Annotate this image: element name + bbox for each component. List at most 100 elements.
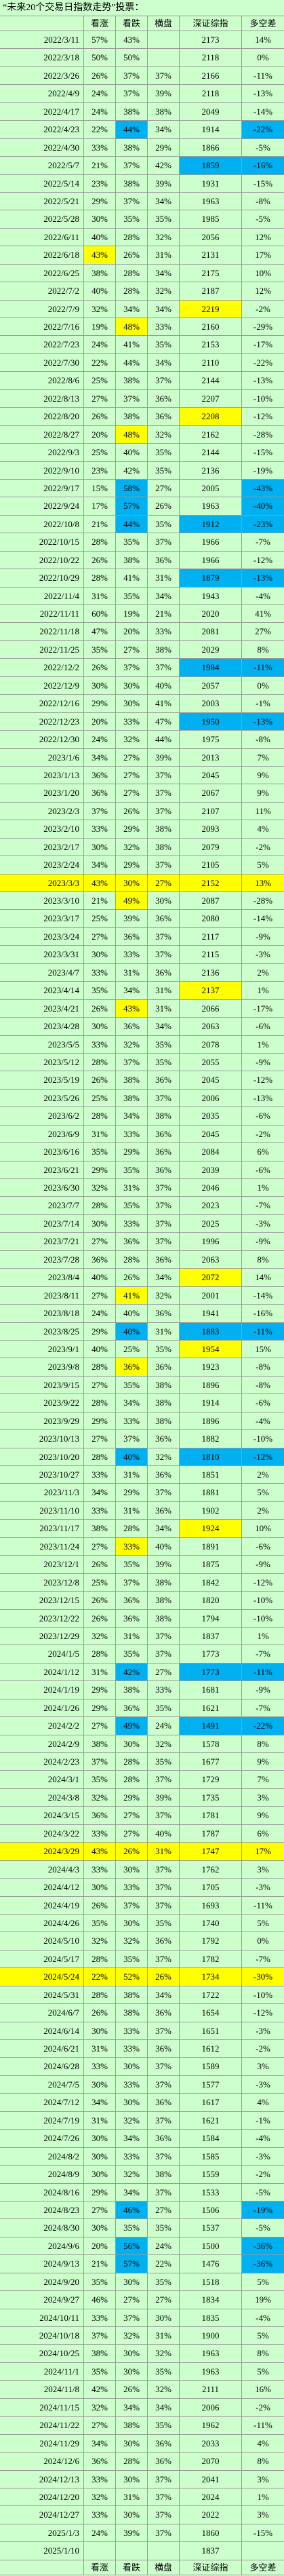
table-cell: 2022/10/22 [0,551,84,569]
table-cell: 2136 [180,461,242,479]
table-cell: 47% [84,623,116,640]
table-cell: -12% [253,411,273,422]
table-cell: 37% [116,85,148,102]
table-cell: 1491 [180,1717,242,1735]
table-cell: 37% [148,1233,180,1250]
table-cell: 9% [257,769,269,780]
table-cell: 2022 [180,2506,242,2524]
table-cell: 36% [148,2004,180,2022]
table-cell: 2066 [180,999,242,1018]
table-cell: 37% [116,659,148,676]
table-cell: -19% [242,2201,284,2219]
table-cell: 3% [257,1792,269,1803]
table-cell: 22% [84,121,116,138]
table-cell: 37% [84,802,116,820]
table-cell: -14% [253,106,273,117]
table-cell: 33% [116,2147,148,2166]
table-cell: 32% [84,1932,116,1950]
table-cell: 28% [84,569,116,587]
table-cell: 1879 [180,569,242,587]
table-cell: 35% [148,1053,180,1071]
table-cell: 2023/7/7 [0,1197,84,1214]
table-cell: 25% [84,1089,116,1107]
table-cell: 33% [148,623,180,640]
table-cell: 1762 [180,1860,242,1879]
table-cell: 41% [116,569,148,587]
table-cell: 24% [84,1305,116,1322]
table-cell: 2023/6/16 [0,1143,84,1161]
table-cell: 31% [148,999,180,1018]
table-cell: 13% [242,874,284,891]
table-cell: -29% [253,322,273,332]
table-row: 2022/12/23 20% 33% 47% 1950 -13% [0,712,284,731]
table-cell: 2024/12/27 [0,2506,84,2524]
table-cell: 42% [116,461,148,479]
table-cell: 1931 [180,174,242,192]
table-cell: 2023/4/21 [0,999,84,1018]
table-cell: -6% [256,1164,270,1175]
table-cell: 2105 [180,856,242,874]
table-cell: -8% [256,195,270,206]
table-cell: 2055 [180,1053,242,1071]
table-cell: 57% [116,497,148,515]
table-cell: -2% [256,1128,270,1139]
table-cell: -3% [256,1218,270,1229]
table-cell: 2023/11/24 [0,1537,84,1556]
table-cell: 33% [84,2058,116,2075]
table-cell: 2001 [180,1286,242,1305]
table-cell: 35% [148,2417,180,2434]
table-cell: 34% [116,2398,148,2417]
table-cell: 9% [257,1756,269,1767]
table-cell: 2022/6/25 [0,264,84,282]
table-cell: -14% [253,913,273,924]
table-cell: 39% [116,2524,148,2542]
table-cell: 27% [84,927,116,946]
table-row: 2022/8/20 26% 38% 36% 2208 -12% [0,408,284,426]
table-cell: 2022/12/9 [0,676,84,695]
table-cell: -5% [256,2223,270,2233]
table-row: 2023/8/25 29% 40% 31% 1883 -11% [0,1322,284,1341]
table-cell: 2131 [180,246,242,264]
table-cell: 34% [148,1520,180,1537]
table-cell: 37% [148,2022,180,2039]
table-cell: 2153 [180,336,242,353]
table-cell: 36% [148,2130,180,2147]
table-cell: 16% [255,2384,271,2395]
table-cell: 30% [84,946,116,963]
table-cell: 38% [148,820,180,838]
table-cell: 1% [257,1183,269,1193]
table-cell: 1% [257,1039,269,1050]
table-cell: 34% [84,1484,116,1501]
table-cell: 2022/3/18 [0,49,84,66]
table-cell: 38% [116,138,148,157]
table-row: 2023/12/1 26% 35% 39% 1875 -9% [0,1556,284,1574]
table-cell: 2023/1/13 [0,766,84,784]
table-cell: -6% [256,1541,270,1552]
table-cell: 38% [116,174,148,192]
table-cell: -15% [253,178,273,189]
table-row: 2024/11/29 34% 30% 36% 2033 4% [0,2434,284,2453]
table-row: 2022/7/9 32% 34% 34% 2219 -2% [0,300,284,318]
table-cell: 27% [148,874,180,891]
table-cell: 32% [84,2488,116,2506]
table-cell: 32% [84,1627,116,1645]
table-cell: 29% [84,695,116,712]
table-cell: 2024/12/6 [0,2453,84,2470]
table-cell: -12% [253,1075,273,1085]
table-cell: 2049 [180,102,242,121]
table-cell: 38% [148,838,180,856]
table-cell: 40% [84,1340,116,1358]
table-row: 2022/8/6 25% 38% 37% 2144 -13% [0,372,284,390]
table-cell: 2024/5/17 [0,1950,84,1968]
table-cell: 32% [116,2327,148,2345]
table-cell: -3% [256,2079,270,2090]
table-cell: -17% [253,339,273,350]
table-cell: 38% [116,408,148,425]
table-cell: -2% [256,303,270,314]
table-cell: 29% [84,1699,116,1717]
table-cell: 35% [148,336,180,353]
table-cell: -16% [253,1308,273,1319]
table-cell: 38% [148,102,180,121]
table-cell: 32% [116,731,148,748]
table-cell: 35% [116,1161,148,1178]
